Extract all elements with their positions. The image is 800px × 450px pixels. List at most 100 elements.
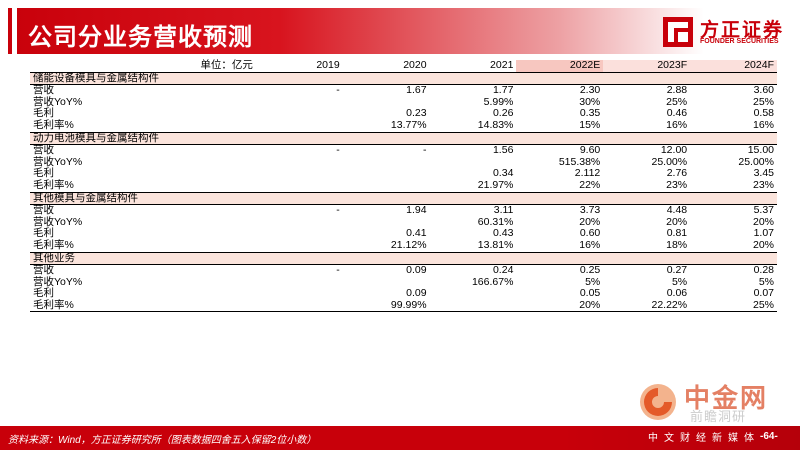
table-cell [343, 168, 430, 180]
table-cell: 18% [666, 238, 688, 251]
section-name: 其他业务 [30, 251, 777, 266]
table-cell: 0.06 [666, 287, 688, 300]
header-accent-stripe [0, 8, 8, 54]
table-cell [430, 288, 517, 300]
table-cell: 166.67% [471, 275, 514, 288]
table-cell [256, 168, 343, 180]
table-cell: 0.25 [579, 264, 601, 277]
table-cell: 0.34 [492, 167, 514, 180]
table-cell: 13.81% [477, 238, 514, 251]
table-cell: 0.81 [666, 227, 688, 240]
table-cell: 25% [666, 95, 688, 108]
table-cell [343, 180, 430, 192]
table-cell: 4.48 [666, 204, 688, 217]
logo-text-cn: 方正证券 [700, 20, 785, 41]
table-cell: 23% [666, 178, 688, 191]
page-number: -64- [760, 431, 778, 442]
year-header: 2021 [429, 59, 517, 73]
table-cell [256, 288, 343, 300]
table-cell: 1.94 [406, 204, 427, 217]
table-cell: 0.27 [666, 264, 688, 277]
table-cell: 99.99% [342, 299, 430, 313]
table-cell: 20% [752, 215, 774, 228]
table-cell: 0.28 [753, 264, 774, 277]
page-title: 公司分业务营收预测 [28, 24, 253, 51]
row-label: 毛利率% [33, 118, 74, 131]
section-name: 其他模具与金属结构件 [30, 191, 777, 206]
table-row: 毛利率% 99.99% 20% 22.22% 25% [30, 299, 777, 313]
table-row: 毛利率% 21.12% 13.81% 16% 18% 20% [30, 238, 777, 252]
table-cell: 20% [579, 215, 601, 228]
revenue-forecast-table: 单位：亿元 2019 2020 2021 2022E 2023F 2024F 储能设备模具与金… [30, 59, 777, 313]
row-label: 营收 [33, 264, 54, 277]
table-cell: 22.22% [603, 299, 691, 313]
year-header: 2019 [255, 59, 343, 73]
row-label: 毛利率% [30, 299, 256, 313]
table-cell: 3.45 [753, 167, 774, 180]
table-cell: 0.43 [492, 227, 514, 240]
table-cell: 5% [671, 275, 688, 288]
table-cell: 1.56 [492, 144, 514, 157]
table-cell: - [423, 144, 427, 157]
table-row: 营收YoY% 515.38% 25.00% 25.00% [30, 155, 777, 169]
row-label: 营收 [33, 144, 54, 157]
table-cell: 25.00% [651, 155, 688, 168]
year-header: 2022E [516, 59, 604, 73]
table-row: 毛利 0.23 0.26 0.35 0.46 0.58 [30, 108, 777, 120]
row-label: 毛利率% [33, 178, 74, 191]
watermark-logo-icon [640, 384, 676, 420]
table-cell [256, 217, 343, 229]
table-cell: 3.60 [753, 84, 774, 97]
founder-logo-icon [663, 17, 693, 47]
table-cell: 2.30 [579, 84, 601, 97]
table-cell [256, 180, 343, 192]
table-cell: 14.83% [477, 118, 514, 131]
table-cell: 16% [666, 118, 688, 131]
row-label: 毛利 [33, 227, 54, 240]
row-label: 营收YoY% [33, 95, 83, 108]
table-cell: 0.09 [406, 287, 427, 300]
table-cell [255, 299, 343, 313]
table-cell: 15.00 [747, 144, 774, 157]
table-cell: 9.60 [579, 144, 601, 157]
table-cell: 15% [579, 118, 601, 131]
table-cell: 2.88 [666, 84, 688, 97]
section-header-row: 其他业务 [30, 251, 777, 266]
table-row: 毛利 0.41 0.43 0.60 0.81 1.07 [30, 228, 777, 240]
year-header: 2023F [603, 59, 691, 73]
table-cell: 20% [752, 238, 774, 251]
table-cell: 0.23 [406, 107, 427, 120]
table-cell: 515.38% [558, 155, 601, 168]
table-cell: 23% [752, 178, 774, 191]
table-cell: 20% [666, 215, 688, 228]
table-cell: 1.77 [492, 84, 514, 97]
header-accent-stripe-2 [12, 8, 17, 54]
table-header-row: 单位：亿元 2019 2020 2021 2022E 2023F 2024F [30, 59, 777, 73]
table-cell: 25% [752, 95, 774, 108]
table-cell [256, 277, 343, 289]
row-label: 营收YoY% [33, 155, 83, 168]
table-cell: 2.76 [666, 167, 688, 180]
section-header-row: 动力电池模具与金属结构件 [30, 131, 777, 146]
table-row: 营收YoY% 166.67% 5% 5% 5% [30, 275, 777, 289]
table-cell: 5% [585, 275, 601, 288]
watermark: 中金网 前瞻洞研 [636, 378, 796, 426]
table-cell: 30% [579, 95, 601, 108]
section-name: 储能设备模具与金属结构件 [30, 71, 777, 86]
table-row: 营收YoY% 5.99% 30% 25% 25% [30, 95, 777, 109]
table-cell: 1.07 [753, 227, 774, 240]
founder-securities-logo: 方正证券 FOUNDER SECURITIES [662, 14, 792, 50]
table-row: 营收 - 1.67 1.77 2.30 2.88 3.60 [30, 84, 777, 97]
year-header: 2020 [342, 59, 430, 73]
source-note: 资料来源：Wind，方正证券研究所（图表数据四舍五入保留2位小数） [8, 435, 317, 446]
row-label: 毛利率% [33, 238, 74, 251]
table-cell [429, 299, 517, 313]
watermark-big-text: 中金网 [684, 383, 769, 413]
table-cell: - [336, 264, 340, 277]
table-cell: 2.112 [574, 167, 601, 180]
table-cell: 3.11 [493, 204, 514, 217]
table-row: 营收 - - 1.56 9.60 12.00 15.00 [30, 144, 777, 157]
watermark-small-text: 前瞻洞研 [690, 409, 747, 424]
section-name: 动力电池模具与金属结构件 [30, 131, 777, 146]
table-cell: 0.58 [753, 107, 774, 120]
